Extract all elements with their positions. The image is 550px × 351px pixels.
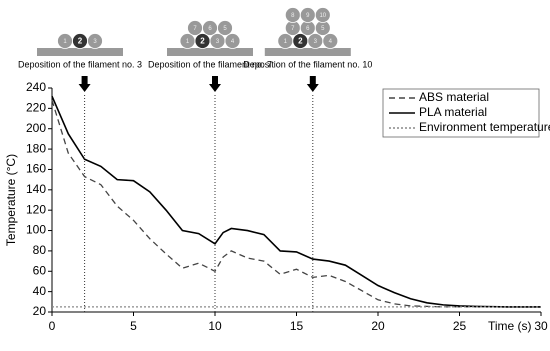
y-tick-label: 140 [26,182,46,196]
y-tick-label: 120 [26,202,46,216]
legend-label: PLA material [419,105,487,119]
filament-label: 3 [216,39,220,45]
filament-label: 4 [329,39,333,45]
y-tick-label: 40 [33,284,47,298]
marker-label: Deposition of the filament no. 10 [243,59,372,69]
x-tick-label: 10 [208,319,222,333]
filament-label: 7 [193,26,197,32]
filament-label: 3 [93,39,97,45]
y-tick-label: 220 [26,101,46,115]
y-tick-label: 200 [26,121,46,135]
legend-label: Environment temperature [419,120,550,134]
filament-label: 5 [223,26,227,32]
legend-label: ABS material [419,90,489,104]
x-tick-label: 30 [534,319,548,333]
y-tick-label: 240 [26,80,46,94]
x-tick-label: 5 [130,319,137,333]
x-tick-label: 15 [290,319,304,333]
x-tick-label: 25 [453,319,467,333]
series-line [51,95,541,308]
marker-arrow [78,76,91,92]
filament-label: 4 [231,39,235,45]
filament-label: 3 [314,39,318,45]
filament-label: 8 [291,13,295,19]
y-tick-label: 60 [33,263,47,277]
y-axis-label: Temperature (°C) [4,154,18,246]
y-tick-label: 180 [26,141,46,155]
filament-label: 1 [63,39,67,45]
filament [217,20,233,36]
filament-label: 1 [186,39,190,45]
platform [167,48,253,56]
filament-label: 7 [291,26,295,32]
filament [314,7,331,23]
y-tick-label: 20 [33,304,47,318]
x-tick-label: 0 [49,319,56,333]
filament [322,33,339,49]
filament-label: 2 [200,37,205,46]
marker-arrow [209,76,221,92]
filament [224,33,241,49]
marker-label: Deposition of the filament no. 7 [148,59,272,69]
platform [37,48,123,56]
filament-label: 6 [306,26,310,32]
marker-label: Deposition of the filament no. 3 [18,59,142,69]
y-tick-label: 80 [33,243,47,257]
filament-label: 9 [306,13,310,19]
filament [87,33,103,49]
y-tick-label: 100 [26,223,46,237]
x-axis-label: Time (s) [488,319,532,333]
y-tick-label: 160 [26,162,46,176]
filament-label: 1 [284,39,288,45]
filament-label: 2 [78,37,83,46]
filament-label: 5 [321,26,325,32]
x-tick-label: 20 [371,319,385,333]
marker-arrow [306,76,319,92]
filament-label: 10 [319,13,326,19]
filament-label: 6 [208,26,212,32]
platform [264,48,351,56]
filament-label: 2 [298,37,303,46]
